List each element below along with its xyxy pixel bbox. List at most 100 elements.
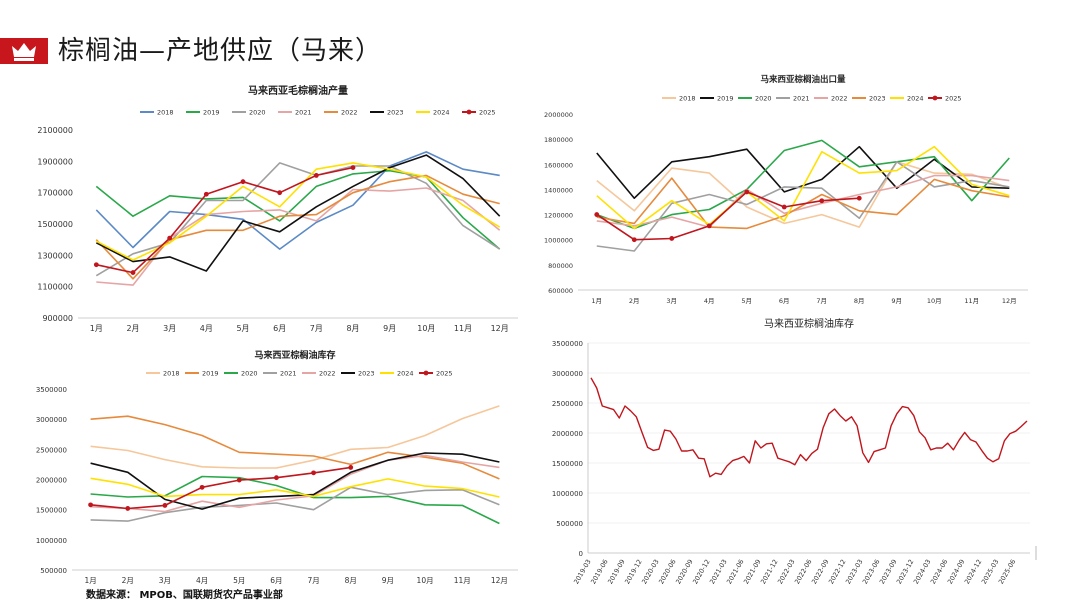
data-point-2025 <box>274 475 279 481</box>
x-tick-label: 10月 <box>417 576 434 585</box>
data-point-2025 <box>311 470 316 476</box>
y-tick-label: 1700000 <box>37 189 73 198</box>
y-tick-label: 1900000 <box>37 157 73 166</box>
data-point-2025 <box>167 235 173 241</box>
y-tick-label: 1500000 <box>36 507 67 515</box>
legend-label: 2024 <box>397 370 414 378</box>
legend-label: 2024 <box>433 109 450 117</box>
data-point-2025 <box>631 237 637 243</box>
series-line-2022 <box>596 174 1010 228</box>
legend-label: 2022 <box>831 95 848 103</box>
x-tick-label: 1月 <box>90 324 103 333</box>
x-tick-label: 1月 <box>84 576 96 585</box>
series-line-2024 <box>90 477 500 498</box>
exports-chart: 马来西亚棕榈油出口量 600000 800000 1000000 1200000 1400… <box>544 74 1028 305</box>
series-line-2018 <box>95 151 500 250</box>
x-tick-label: 3月 <box>666 297 677 305</box>
page-title: 棕榈油—产地供应（马来） <box>58 36 383 66</box>
x-tick-label: 10月 <box>417 324 435 333</box>
x-tick-label: 11月 <box>454 324 472 333</box>
x-tick-label: 9月 <box>383 324 396 333</box>
y-tick-label: 1500000 <box>37 220 73 229</box>
y-tick-label: 0 <box>579 550 583 558</box>
x-tick-label: 5月 <box>236 324 249 333</box>
series-line-2023 <box>90 452 500 510</box>
legend-label: 2022 <box>319 370 336 378</box>
legend-label: 2019 <box>717 95 734 103</box>
x-tick-label: 1月 <box>591 297 602 305</box>
stocks-chart: 马来西亚棕榈油库存 500000 1000000 1500000 2000000 2500… <box>36 349 518 585</box>
x-tick-label: 7月 <box>816 297 827 305</box>
chart-title: 马来西亚棕榈油库存 <box>254 349 335 361</box>
x-tick-label: 5月 <box>233 576 245 585</box>
data-point-2025 <box>744 189 750 195</box>
legend-marker <box>466 109 472 115</box>
data-point-2025 <box>669 236 675 241</box>
x-tick-label: 9月 <box>382 576 394 585</box>
x-tick-label: 4月 <box>200 324 213 333</box>
legend-label: 2018 <box>163 370 180 378</box>
y-tick-label: 3500000 <box>552 340 583 348</box>
x-tick-label: 4月 <box>704 297 715 305</box>
series-line-2024 <box>95 162 501 261</box>
data-point-2025 <box>203 191 209 197</box>
data-point-2025 <box>350 165 356 170</box>
chart-title: 马来西亚棕榈油出口量 <box>760 74 846 85</box>
x-tick-label: 2月 <box>126 324 139 333</box>
y-tick-label: 2000000 <box>544 111 573 119</box>
y-tick-label: 2500000 <box>36 446 67 454</box>
y-tick-label: 1100000 <box>37 283 73 292</box>
x-tick-label: 6月 <box>270 576 282 585</box>
chart-title: 马来西亚毛棕榈油产量 <box>248 84 348 97</box>
x-tick-label: 8月 <box>854 297 865 305</box>
y-tick-label: 3500000 <box>36 386 67 394</box>
y-tick-label: 1200000 <box>544 212 573 220</box>
y-tick-label: 500000 <box>556 520 583 528</box>
data-point-2025 <box>199 484 205 490</box>
y-tick-label: 900000 <box>42 314 73 323</box>
legend-label: 2020 <box>755 95 772 103</box>
x-tick-label: 3月 <box>163 324 176 333</box>
x-tick-label: 11月 <box>454 576 471 585</box>
data-point-2025 <box>93 262 99 268</box>
series-line-2020 <box>596 139 1010 230</box>
y-tick-label: 2000000 <box>36 477 67 485</box>
page-header: 棕榈油—产地供应（马来） <box>0 0 1080 70</box>
data-point-2025 <box>313 173 319 178</box>
data-point-2025 <box>240 179 246 185</box>
y-tick-label: 1500000 <box>552 460 583 468</box>
y-tick-label: 1300000 <box>37 251 73 260</box>
y-tick-label: 1000000 <box>544 237 573 245</box>
legend-label: 2021 <box>295 109 312 117</box>
legend-label: 2018 <box>679 95 696 103</box>
y-tick-label: 500000 <box>40 567 67 575</box>
x-tick-label: 8月 <box>345 576 357 585</box>
legend-label: 2019 <box>202 370 219 378</box>
divider <box>1035 546 1037 560</box>
legend-label: 2023 <box>358 370 375 378</box>
chart-title: 马来西亚棕榈油库存 <box>764 317 854 330</box>
data-point-2025 <box>706 223 712 229</box>
series-line-2023 <box>95 154 501 272</box>
series-line-2019 <box>90 415 500 480</box>
y-tick-label: 800000 <box>548 262 573 270</box>
legend-marker <box>932 95 938 101</box>
x-tick-label: 2月 <box>122 576 134 585</box>
legend-label: 2022 <box>341 109 358 117</box>
data-point-2025 <box>88 502 93 508</box>
crown-icon <box>12 43 36 61</box>
x-tick-label: 6月 <box>779 297 790 305</box>
crown-logo-badge <box>0 38 48 64</box>
legend-label: 2023 <box>869 95 886 103</box>
series-line-2018 <box>596 161 1010 228</box>
y-tick-label: 2100000 <box>37 126 73 135</box>
y-tick-label: 3000000 <box>36 416 67 424</box>
x-tick-label: 5月 <box>741 297 752 305</box>
y-tick-label: 600000 <box>548 287 573 295</box>
x-tick-label: 12月 <box>1002 297 1017 305</box>
series-line-2025 <box>596 191 860 241</box>
x-tick-label: 9月 <box>891 297 902 305</box>
y-tick-label: 1400000 <box>544 186 573 194</box>
series-line-2020 <box>90 475 500 525</box>
series-line-2022 <box>90 454 500 513</box>
